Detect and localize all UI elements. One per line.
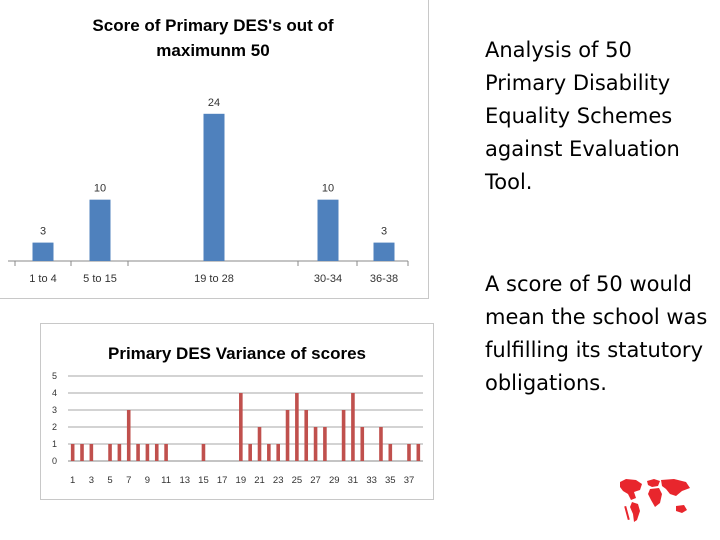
chart1-x-tick-1: 5 to 15	[83, 273, 117, 285]
score-explanation: A score of 50 would mean the school was …	[485, 272, 708, 395]
chart1-title-line1: Score of Primary DES's out of	[92, 16, 333, 35]
chart2-x-tick-13: 13	[179, 475, 190, 486]
chart2-bar-7	[126, 410, 131, 461]
chart2-y-tick-5: 5	[52, 371, 57, 381]
chart2-y-tick-3: 3	[52, 405, 57, 415]
chart2-bar-20	[248, 444, 252, 461]
chart2-x-tick-17: 17	[217, 475, 228, 486]
chart2-x-tick-19: 19	[236, 475, 247, 486]
chart2-x-tick-27: 27	[310, 475, 321, 486]
chart1-data-label-1: 10	[94, 183, 106, 195]
chart1-data-label-2: 24	[208, 97, 220, 109]
chart2-bar-32	[360, 427, 365, 461]
chart2-bar-5	[108, 444, 112, 461]
chart2-x-tick-25: 25	[292, 475, 303, 486]
chart1-data-label-4: 3	[381, 226, 387, 238]
chart2-bar-23	[276, 444, 280, 461]
chart1-x-tick-4: 36-38	[370, 273, 398, 285]
chart2-y-tick-4: 4	[52, 388, 57, 398]
chart1-data-label-0: 3	[40, 226, 46, 238]
chart1-bar-1	[89, 199, 111, 261]
chart2-bar-27	[313, 427, 318, 461]
chart2-bar-1	[70, 444, 75, 461]
chart1-x-tick-3: 30-34	[314, 273, 342, 285]
chart2-x-tick-35: 35	[385, 475, 396, 486]
chart2-x-tick-5: 5	[107, 475, 112, 486]
chart2-x-tick-33: 33	[366, 475, 377, 486]
chart2-bar-11	[164, 444, 168, 461]
world-map-icon	[620, 479, 690, 522]
chart1-bar-0	[32, 242, 54, 261]
chart2-x-tick-37: 37	[404, 475, 415, 486]
analysis-description: Analysis of 50 Primary Disability Equali…	[485, 38, 680, 194]
chart2-bar-2	[80, 444, 84, 461]
chart1-bar-2	[203, 113, 225, 261]
chart2-x-tick-23: 23	[273, 475, 284, 486]
chart2-x-tick-21: 21	[254, 475, 265, 486]
chart1-x-tick-2: 19 to 28	[194, 273, 234, 285]
chart1-bar-4	[373, 242, 395, 261]
chart2-x-tick-7: 7	[126, 475, 131, 486]
chart2-bar-38	[416, 444, 421, 461]
chart2-y-tick-1: 1	[52, 439, 57, 449]
chart2-bar-34	[379, 427, 383, 461]
chart2-x-tick-3: 3	[89, 475, 94, 486]
chart2-y-tick-2: 2	[52, 422, 57, 432]
chart1-data-label-3: 10	[322, 183, 334, 195]
chart2-bar-22	[267, 444, 271, 461]
chart2-bar-35	[388, 444, 393, 461]
chart2-bar-28	[323, 427, 327, 461]
chart2-bar-21	[257, 427, 262, 461]
chart2-title: Primary DES Variance of scores	[108, 344, 366, 363]
chart2-x-tick-31: 31	[348, 475, 359, 486]
chart2-bar-31	[351, 393, 355, 461]
chart2-x-tick-1: 1	[70, 475, 75, 486]
chart2-bar-9	[145, 444, 150, 461]
chart-score-distribution-svg: Score of Primary DES's out of maximunm 5…	[8, 16, 409, 285]
chart2-bar-6	[117, 444, 122, 461]
chart1-bar-3	[317, 199, 339, 261]
chart2-bar-15	[201, 444, 206, 461]
chart2-y-tick-0: 0	[52, 456, 57, 466]
chart2-bar-26	[304, 410, 309, 461]
chart1-x-tick-0: 1 to 4	[29, 273, 57, 285]
chart2-bar-10	[154, 444, 159, 461]
chart1-title-line2: maximunm 50	[156, 41, 269, 60]
chart2-x-tick-11: 11	[161, 475, 171, 486]
chart2-bar-3	[89, 444, 94, 461]
chart2-bar-19	[239, 393, 243, 461]
chart2-x-tick-15: 15	[198, 475, 209, 486]
chart-score-distribution: Score of Primary DES's out of maximunm 5…	[0, 0, 429, 299]
chart2-bar-24	[285, 410, 290, 461]
chart2-bar-8	[136, 444, 140, 461]
chart2-x-tick-29: 29	[329, 475, 340, 486]
chart2-bar-37	[407, 444, 411, 461]
chart2-bar-25	[295, 393, 299, 461]
chart2-bar-30	[341, 410, 346, 461]
chart2-x-tick-9: 9	[145, 475, 150, 486]
